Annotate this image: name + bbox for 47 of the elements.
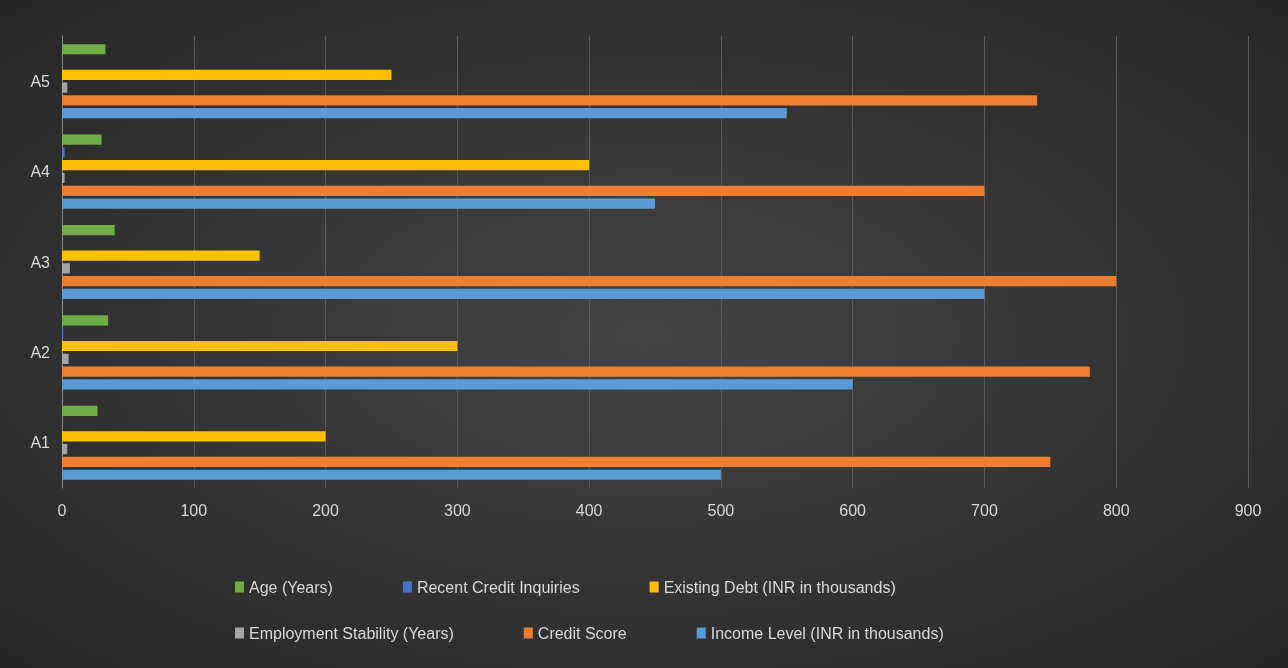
x-tick-label: 0: [57, 501, 67, 519]
bar: [62, 198, 655, 209]
x-tick-label: 100: [180, 501, 208, 519]
bar: [62, 405, 98, 416]
bar: [62, 147, 65, 158]
bar: [62, 340, 458, 352]
x-tick-label: 500: [707, 501, 735, 519]
bar: [62, 185, 985, 196]
bar: [62, 469, 721, 480]
legend-label: Existing Debt (INR in thousands): [663, 578, 896, 596]
y-tick-label: A5: [30, 72, 51, 90]
bar: [62, 456, 1051, 468]
x-tick-label: 800: [1102, 501, 1130, 519]
legend-label: Credit Score: [537, 624, 627, 642]
bar: [62, 250, 260, 261]
bar: [62, 44, 106, 55]
legend-label: Employment Stability (Years): [249, 624, 454, 642]
legend-label: Recent Credit Inquiries: [416, 578, 580, 596]
x-tick-label: 200: [312, 501, 339, 519]
bar: [62, 315, 109, 326]
bar: [62, 444, 68, 455]
y-tick-label: A1: [30, 434, 51, 452]
bar: [62, 431, 326, 442]
bar: [62, 353, 69, 364]
legend-label: Age (Years): [249, 578, 333, 596]
x-tick-label: 300: [443, 501, 471, 519]
y-tick-label: A4: [30, 163, 51, 181]
bar: [62, 82, 68, 93]
x-tick-label: 700: [971, 501, 998, 519]
bar: [62, 366, 1090, 377]
x-tick-label: 400: [575, 501, 603, 519]
y-tick-label: A3: [30, 253, 51, 271]
bar: [62, 108, 787, 119]
bar: [62, 263, 70, 274]
x-tick-label: 900: [1234, 501, 1262, 519]
bar: [62, 172, 65, 184]
bar: [62, 134, 102, 145]
x-tick-label: 600: [839, 501, 867, 519]
bar: [62, 69, 392, 80]
bar: [62, 160, 590, 171]
bar: [62, 224, 115, 236]
bar: [62, 95, 1038, 106]
legend-label: Income Level (INR in thousands): [710, 624, 944, 642]
y-tick-label: A2: [30, 343, 51, 361]
bar: [62, 276, 1117, 287]
bar: [62, 379, 853, 390]
bar: [62, 288, 985, 300]
